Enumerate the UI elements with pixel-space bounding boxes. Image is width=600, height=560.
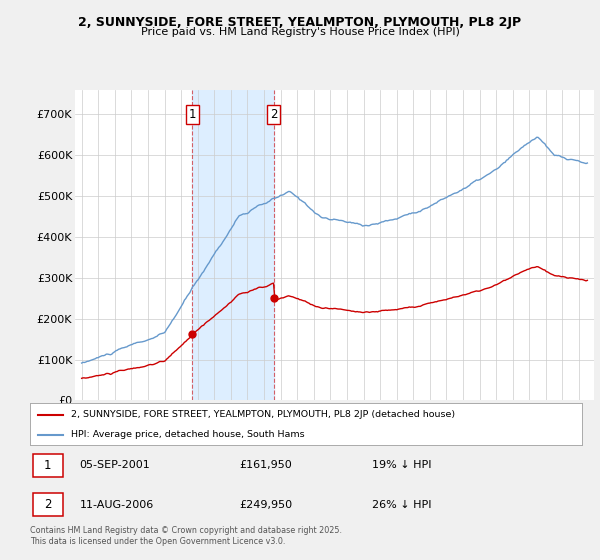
Text: HPI: Average price, detached house, South Hams: HPI: Average price, detached house, Sout… [71, 430, 305, 439]
Text: 11-AUG-2006: 11-AUG-2006 [80, 500, 154, 510]
Text: 26% ↓ HPI: 26% ↓ HPI [372, 500, 432, 510]
FancyBboxPatch shape [33, 454, 63, 477]
Text: 2, SUNNYSIDE, FORE STREET, YEALMPTON, PLYMOUTH, PL8 2JP: 2, SUNNYSIDE, FORE STREET, YEALMPTON, PL… [79, 16, 521, 29]
Bar [192, 90, 274, 400]
Text: 1: 1 [188, 108, 196, 120]
Text: 05-SEP-2001: 05-SEP-2001 [80, 460, 151, 470]
Text: 2: 2 [270, 108, 277, 120]
Text: 19% ↓ HPI: 19% ↓ HPI [372, 460, 432, 470]
Text: 2, SUNNYSIDE, FORE STREET, YEALMPTON, PLYMOUTH, PL8 2JP (detached house): 2, SUNNYSIDE, FORE STREET, YEALMPTON, PL… [71, 410, 455, 419]
Text: £249,950: £249,950 [240, 500, 293, 510]
Text: 2: 2 [44, 498, 52, 511]
Text: 1: 1 [44, 459, 52, 472]
Text: Price paid vs. HM Land Registry's House Price Index (HPI): Price paid vs. HM Land Registry's House … [140, 27, 460, 37]
Text: £161,950: £161,950 [240, 460, 293, 470]
FancyBboxPatch shape [33, 493, 63, 516]
Text: Contains HM Land Registry data © Crown copyright and database right 2025.
This d: Contains HM Land Registry data © Crown c… [30, 526, 342, 546]
